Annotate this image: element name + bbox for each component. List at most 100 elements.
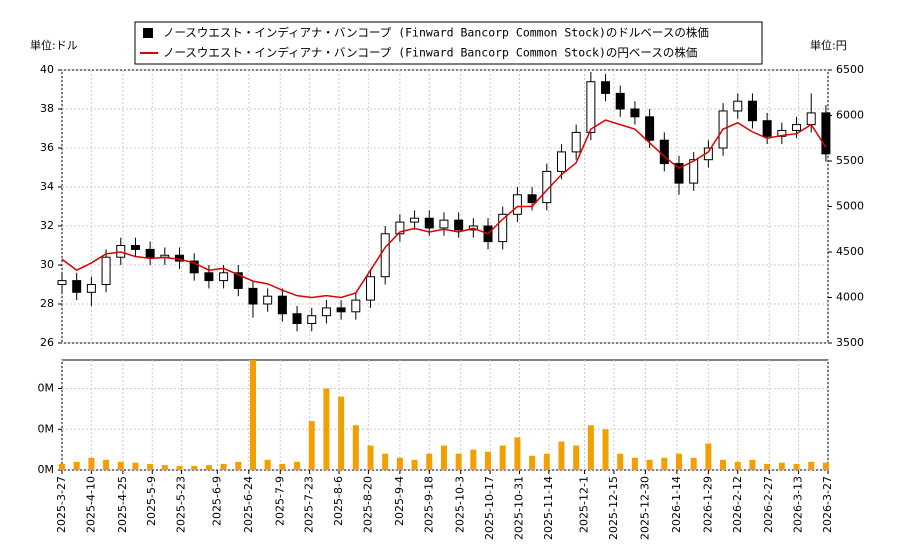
volume-bar [308,421,315,470]
x-tick-label: 2025-5-23 [175,476,188,533]
x-tick-label: 2025-10-17 [483,476,496,540]
y2-axis-label: 単位:円 [810,38,847,52]
volume-bar [161,465,168,470]
legend-label: ノースウエスト・インディアナ・バンコープ (Finward Bancorp Co… [163,46,697,60]
x-tick-label: 2025-7-23 [303,476,316,533]
volume-bar [249,360,256,470]
volume-bar [132,462,139,470]
volume-bar [455,453,462,470]
y-tick-label: 32 [40,219,54,232]
volume-bar [514,437,521,470]
candle-body [145,248,155,258]
x-tick-label: 2025-11-14 [542,476,555,540]
candle-body [527,194,537,204]
candle-body [659,139,669,165]
volume-bar [808,461,815,470]
volume-bar [529,455,536,470]
volume-bar [220,463,227,470]
y-tick-label: 36 [40,141,54,154]
candle-body [586,81,596,133]
volume-bar [411,459,418,470]
volume-bar [279,463,286,470]
volume-bar [631,457,638,470]
y-tick-label: 28 [40,297,54,310]
volume-bar [323,388,330,470]
x-tick-label: 2026-1-14 [670,476,683,533]
candle-body [454,219,464,231]
candle-body [733,100,743,112]
legend-label: ノースウエスト・インディアナ・バンコープ (Finward Bancorp Co… [163,26,709,40]
plot-frame [61,69,829,344]
candle-body [307,315,317,325]
volume-bar [73,461,80,470]
candle-body [395,221,405,235]
candle-body [571,131,581,153]
volume-bar [705,443,712,470]
candle-body [542,170,552,204]
x-tick-label: 2025-7-9 [273,476,286,526]
candle-body [248,287,258,305]
volume-bar [440,445,447,470]
x-tick-label: 2026-3-13 [792,476,805,533]
y2-tick-label: 6500 [836,63,864,76]
candle-body [556,151,566,172]
candle-body [57,280,67,286]
candle-body [806,112,816,126]
volume-bar [382,453,389,470]
volume-bar [822,462,829,470]
volume-bar [720,459,727,470]
candle-body [762,120,772,137]
x-tick-label: 2025-10-3 [454,476,467,533]
y-tick-label: 38 [40,102,54,115]
x-tick-label: 2025-9-4 [393,476,406,526]
candle-body [777,129,787,137]
volume-bar [294,461,301,470]
candle-body [336,307,346,313]
candle-body [674,163,684,184]
candle-body [424,217,434,229]
candle-body [72,280,82,293]
volume-bar [690,457,697,470]
volume-bar [573,445,580,470]
volume-bar [734,461,741,470]
volume-bar [587,425,594,470]
candle-body [601,81,611,94]
x-tick-label: 2025-6-24 [242,476,255,533]
y-axis-label: 単位:ドル [30,38,78,52]
volume-bar [338,396,345,470]
x-tick-label: 2025-8-20 [361,476,374,533]
candle-body [615,92,625,110]
candle-body [380,233,390,278]
y2-tick-label: 5500 [836,154,864,167]
volume-bar [117,461,124,470]
x-tick-label: 2025-8-6 [332,476,345,526]
y-tick-label: 0M [38,463,55,476]
volume-bar [485,451,492,470]
volume-bar [646,459,653,470]
x-tick-label: 2025-4-10 [84,476,97,533]
y2-tick-label: 3500 [836,336,864,349]
y-tick-label: 30 [40,258,54,271]
volume-bar [367,445,374,470]
candle-body [130,245,140,250]
x-tick-label: 2025-3-27 [55,476,68,533]
candle-body [439,219,449,229]
y2-tick-label: 5000 [836,200,864,213]
x-tick-label: 2026-1-29 [701,476,714,533]
candle-body [410,217,420,223]
candle-body [821,112,831,155]
x-tick-label: 2025-12-30 [638,476,651,540]
candle-body [101,256,111,286]
y2-tick-label: 6000 [836,109,864,122]
x-tick-label: 2026-2-12 [731,476,744,533]
candle-body [689,159,699,184]
volume-bar [558,441,565,470]
x-tick-label: 2025-12-1 [578,476,591,533]
x-tick-label: 2025-12-15 [607,476,620,540]
volume-bar [499,445,506,470]
x-tick-label: 2025-6-9 [210,476,223,526]
volume-bar [543,453,550,470]
candle-body [351,299,361,313]
